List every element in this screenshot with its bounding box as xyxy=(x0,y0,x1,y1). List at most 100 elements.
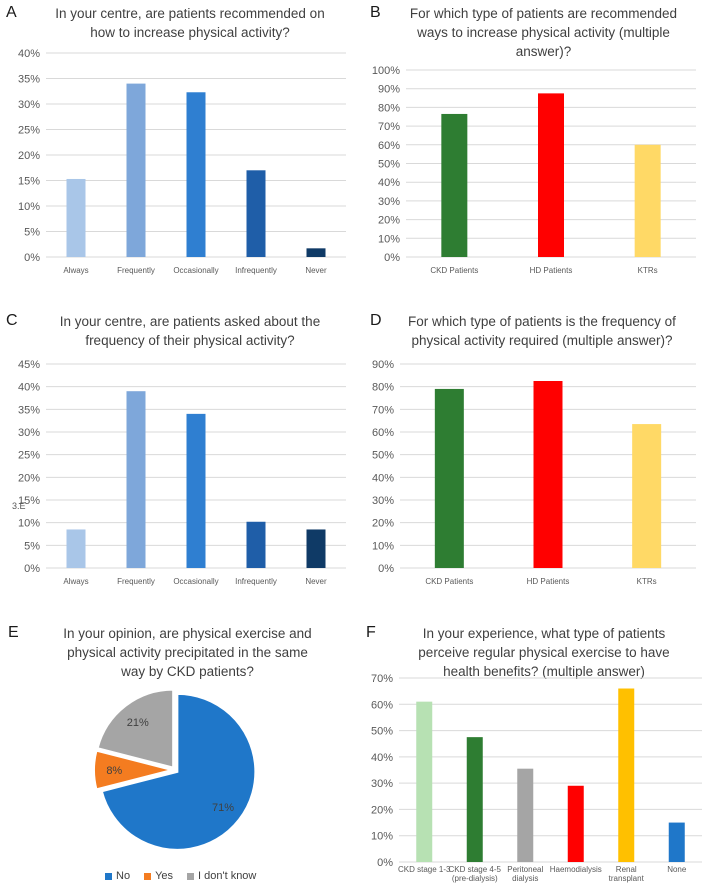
bar-f-1 xyxy=(416,701,433,862)
y-tick-label: 35% xyxy=(18,404,40,416)
y-tick-label: 5% xyxy=(24,540,40,552)
y-tick-label: 0% xyxy=(24,563,40,575)
y-tick-label: 15% xyxy=(18,495,40,507)
y-tick-label: 20% xyxy=(372,518,394,530)
y-tick-label: 5% xyxy=(24,227,40,239)
pie-slice-1 xyxy=(100,692,257,851)
y-tick-label: 0% xyxy=(378,563,394,575)
legend-item: I don't know xyxy=(187,870,256,882)
y-tick-label: 0% xyxy=(377,857,393,869)
x-category-label: Frequently xyxy=(117,266,155,275)
panel-label-e: E xyxy=(8,624,19,641)
x-category-label: KTRs xyxy=(637,577,657,586)
panel-e: E In your opinion, are physical exercise… xyxy=(0,620,354,887)
chart-title-f: In your experience, what type of patient… xyxy=(418,626,670,679)
x-category-label: CKD Patients xyxy=(425,577,473,586)
x-category-label: Haemodialysis xyxy=(550,865,602,874)
panel-a: A In your centre, are patients recommend… xyxy=(0,0,354,290)
bar-b-1 xyxy=(441,113,468,257)
bar-chart-f: 0% 10% 20% 30% 40% 50% 60% 70% CKD stage 1-3CKD … xyxy=(371,673,702,883)
y-tick-label: 30% xyxy=(372,495,394,507)
y-tick-label: 20% xyxy=(371,804,393,816)
panel-b: B For which type of patients are recomme… xyxy=(354,0,708,290)
legend-item: No xyxy=(105,870,130,882)
y-tick-label: 40% xyxy=(18,48,40,60)
bar-f-4 xyxy=(567,785,584,862)
y-tick-label: 0% xyxy=(384,252,400,264)
panel-label-a: A xyxy=(6,4,17,21)
y-tick-label: 30% xyxy=(371,778,393,790)
y-tick-label: 40% xyxy=(378,177,400,189)
bar-a-1 xyxy=(66,178,86,257)
bar-a-3 xyxy=(186,92,206,258)
y-tick-label: 90% xyxy=(372,359,394,371)
bar-c-1 xyxy=(66,529,86,568)
y-tick-label: 90% xyxy=(378,84,400,96)
y-tick-label: 20% xyxy=(378,215,400,227)
panel-d: D For which type of patients is the freq… xyxy=(354,308,708,598)
y-tick-label: 45% xyxy=(18,359,40,371)
panel-label-d: D xyxy=(370,312,382,329)
bar-b-3 xyxy=(634,144,661,257)
legend-swatch xyxy=(144,872,152,880)
y-tick-label: 80% xyxy=(372,382,394,394)
bar-d-2 xyxy=(533,381,563,568)
bar-f-2 xyxy=(466,737,483,862)
x-category-label: HD Patients xyxy=(527,577,570,586)
bar-c-3 xyxy=(186,413,206,568)
panel-label-b: B xyxy=(370,4,381,21)
bar-chart-c: 0% 5% 10% 15% 20% 25% 30% 35% 40% 45% Always Freque… xyxy=(18,359,346,586)
x-category-label: KTRs xyxy=(638,266,658,275)
y-tick-label: 30% xyxy=(18,99,40,111)
x-category-label: Frequently xyxy=(117,577,155,586)
y-tick-label: 60% xyxy=(371,699,393,711)
y-tick-label: 50% xyxy=(371,726,393,738)
y-tick-label: 70% xyxy=(378,121,400,133)
chart-title-d: For which type of patients is the freque… xyxy=(408,314,676,348)
bar-f-6 xyxy=(668,822,685,862)
pie-data-label: 71% xyxy=(212,802,234,814)
bar-f-5 xyxy=(618,688,635,862)
x-category-label: Occasionally xyxy=(173,577,218,586)
bar-a-2 xyxy=(126,83,146,257)
x-category-label: Peritoneal dialysis xyxy=(507,865,543,883)
legend-label: I don't know xyxy=(198,870,257,882)
x-category-label: CKD stage 4-5 (pre-dialysis) xyxy=(449,865,502,883)
y-tick-label: 0% xyxy=(24,252,40,264)
chart-title-b: For which type of patients are recommend… xyxy=(409,6,678,59)
y-tick-label: 30% xyxy=(378,196,400,208)
x-category-label: HD Patients xyxy=(530,266,573,275)
pie-data-label: 8% xyxy=(106,765,122,777)
y-tick-label: 80% xyxy=(378,102,400,114)
legend-swatch xyxy=(105,872,112,880)
y-tick-label: 10% xyxy=(371,831,393,843)
legend-swatch xyxy=(187,872,195,880)
x-category-label: CKD stage 1-3 xyxy=(398,865,451,874)
x-category-label: Always xyxy=(63,266,88,275)
panel-f: F In your experience, what type of patie… xyxy=(354,620,708,887)
legend-label: Yes xyxy=(155,870,174,882)
pie-data-label: 21% xyxy=(127,717,149,729)
y-tick-label: 70% xyxy=(372,404,394,416)
y-tick-label: 10% xyxy=(378,233,400,245)
bar-a-5 xyxy=(306,248,326,257)
x-category-label: CKD Patients xyxy=(430,266,478,275)
bar-c-5 xyxy=(306,529,326,568)
x-category-label: Infrequently xyxy=(235,266,277,275)
y-tick-label: 35% xyxy=(18,74,40,86)
y-tick-label: 60% xyxy=(372,427,394,439)
pie-chart-e: 71% 8% 21% xyxy=(93,688,257,851)
y-tick-label: 100% xyxy=(372,65,400,77)
x-category-label: Renal transplant xyxy=(609,865,645,883)
x-category-label: Occasionally xyxy=(173,266,218,275)
y-tick-label: 20% xyxy=(18,472,40,484)
bar-chart-d: 0% 10% 20% 30% 40% 50% 60% 70% 80% 90% CKD Patient… xyxy=(372,359,696,586)
bar-chart-a: 0% 5% 10% 15% 20% 25% 30% 35% 40% Always Frequentl… xyxy=(18,48,346,275)
bar-d-1 xyxy=(434,388,464,568)
y-tick-label: 60% xyxy=(378,140,400,152)
chart-title-a: In your centre, are patients recommended… xyxy=(55,6,325,40)
bar-c-2 xyxy=(126,391,146,568)
pie-legend: No Yes I don't know xyxy=(105,870,256,882)
y-tick-label: 50% xyxy=(378,159,400,171)
y-tick-label: 10% xyxy=(372,540,394,552)
